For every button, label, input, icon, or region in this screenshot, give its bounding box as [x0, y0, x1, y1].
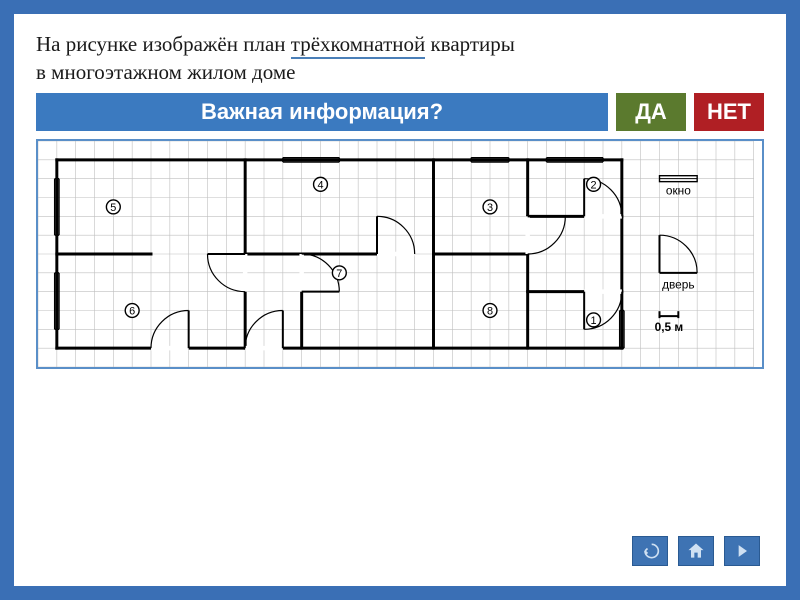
nav-back-button[interactable]: [632, 536, 668, 566]
undo-icon: [640, 541, 660, 561]
title-line-1: На рисунке изображён план трёхкомнатной …: [36, 30, 764, 58]
title-post: квартиры: [425, 32, 515, 56]
button-row: Важная информация? ДА НЕТ: [24, 89, 776, 139]
next-icon: [732, 541, 752, 561]
title-pre: На рисунке изображён план: [36, 32, 291, 56]
svg-text:1: 1: [591, 315, 597, 327]
svg-text:4: 4: [317, 179, 323, 191]
floor-plan: 1 2 3 4 5 6 7 8 окно дверь 0,5 м: [36, 139, 764, 369]
title-block: На рисунке изображён план трёхкомнатной …: [24, 24, 776, 89]
svg-text:3: 3: [487, 202, 493, 214]
nav-next-button[interactable]: [724, 536, 760, 566]
svg-text:окно: окно: [666, 183, 691, 197]
slide-frame: На рисунке изображён план трёхкомнатной …: [0, 0, 800, 600]
title-underlined: трёхкомнатной: [291, 32, 425, 59]
svg-text:7: 7: [336, 267, 342, 279]
svg-text:дверь: дверь: [662, 277, 695, 291]
svg-text:6: 6: [129, 305, 135, 317]
svg-text:5: 5: [110, 202, 116, 214]
yes-button[interactable]: ДА: [616, 93, 686, 131]
svg-text:0,5 м: 0,5 м: [655, 320, 684, 334]
question-button[interactable]: Важная информация?: [36, 93, 608, 131]
svg-text:2: 2: [591, 179, 597, 191]
title-line-2: в многоэтажном жилом доме: [36, 58, 764, 86]
nav-home-button[interactable]: [678, 536, 714, 566]
home-icon: [686, 541, 706, 561]
slide-content: На рисунке изображён план трёхкомнатной …: [24, 24, 776, 576]
doors: [151, 178, 622, 348]
svg-text:8: 8: [487, 305, 493, 317]
no-button[interactable]: НЕТ: [694, 93, 764, 131]
floor-plan-svg: 1 2 3 4 5 6 7 8 окно дверь 0,5 м: [38, 141, 762, 367]
nav-row: [632, 536, 760, 566]
